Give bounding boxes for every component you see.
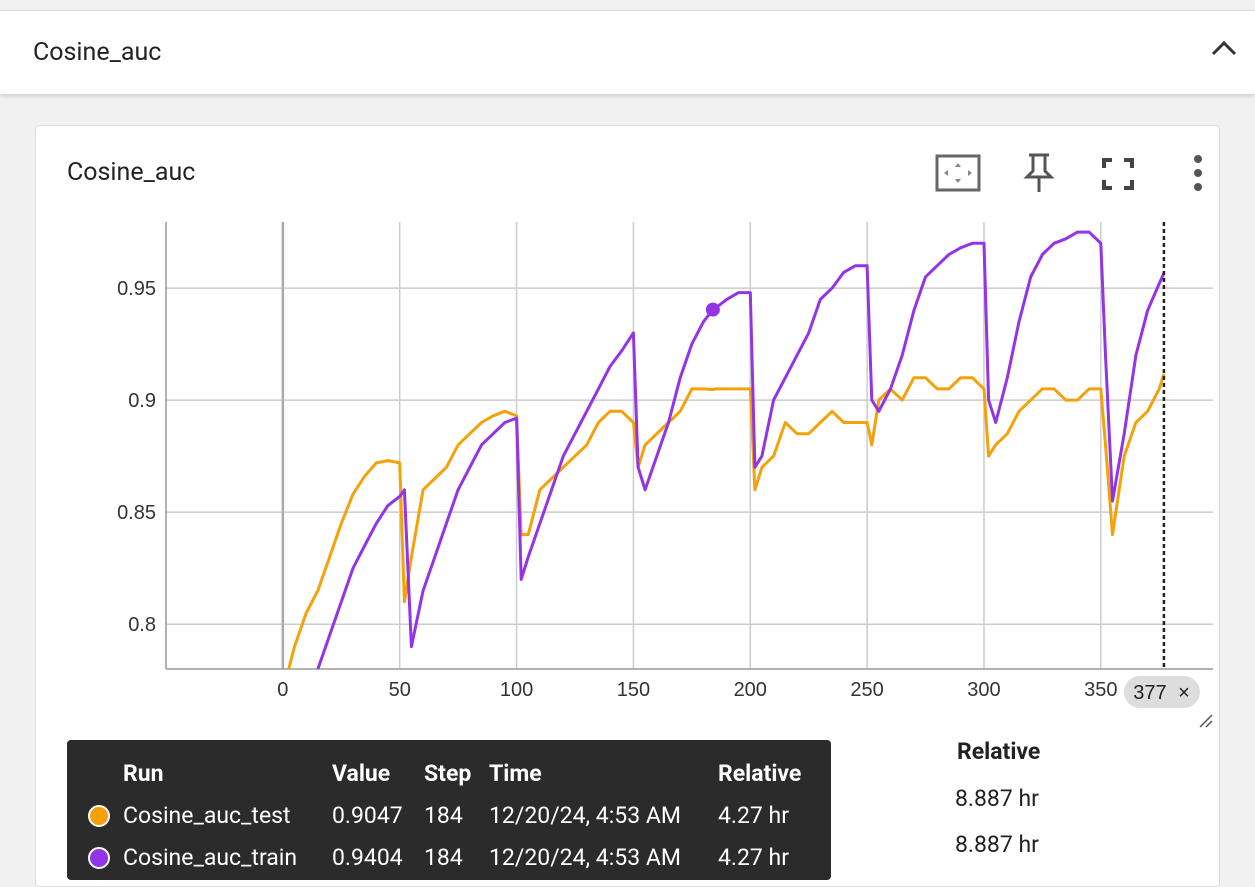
section-header[interactable]: Cosine_auc: [0, 10, 1255, 94]
y-tick-label: 0.9: [128, 390, 156, 412]
chip-close: ×: [1178, 682, 1190, 704]
tooltip-cell: Cosine_auc_test: [123, 802, 291, 829]
pin-icon[interactable]: [1022, 152, 1056, 194]
table-cell: 8.887 hr: [955, 831, 1039, 858]
tooltip-cell: 0.9404: [332, 844, 403, 871]
tooltip-header: Relative: [718, 760, 802, 787]
table-header: Relative: [957, 738, 1041, 765]
tooltip-cell: 12/20/24, 4:53 AM: [489, 844, 681, 871]
tooltip-cell: 4.27 hr: [718, 802, 790, 829]
run-swatch: [88, 847, 110, 869]
tooltip-cell: 4.27 hr: [718, 844, 790, 871]
fullscreen-icon[interactable]: [1102, 158, 1134, 190]
tooltip-header: Value: [332, 760, 391, 787]
tooltip-cell: Cosine_auc_train: [123, 844, 298, 871]
tooltip-header: Step: [424, 760, 472, 787]
series-line: [316, 230, 1166, 669]
fit-icon[interactable]: [935, 154, 981, 192]
run-swatch: [88, 805, 110, 827]
menu-icon[interactable]: [1188, 154, 1208, 192]
section-title: Cosine_auc: [33, 38, 162, 67]
x-tick-label: 150: [617, 679, 650, 701]
tooltip-cell: 184: [424, 844, 463, 871]
x-tick-label: 250: [850, 679, 883, 701]
x-tick-label: 300: [967, 679, 1000, 701]
resize-handle: [1199, 714, 1213, 728]
table-cell: 8.887 hr: [955, 785, 1039, 812]
tooltip-cell: 184: [424, 802, 463, 829]
step-chip-label: 377: [1133, 682, 1166, 704]
y-tick-label: 0.85: [117, 502, 156, 524]
highlight-point: [705, 302, 720, 317]
tooltip-cell: 0.9047: [332, 802, 403, 829]
y-tick-label: 0.8: [128, 614, 156, 636]
tooltip: Run Value Step Time Relative Cosine_auc_test 0…: [67, 740, 831, 880]
x-tick-label: 0: [277, 679, 288, 701]
x-tick-label: 200: [734, 679, 767, 701]
y-tick-label: 0.95: [117, 278, 156, 300]
card-title: Cosine_auc: [67, 158, 196, 187]
tooltip-cell: 12/20/24, 4:53 AM: [489, 802, 681, 829]
x-tick-label: 350: [1084, 679, 1117, 701]
step-chip: [1123, 676, 1200, 708]
collapse-icon[interactable]: [1210, 39, 1238, 59]
tooltip-header: Time: [489, 760, 542, 787]
tooltip-header: Run: [123, 760, 164, 787]
series-line: [287, 373, 1166, 669]
x-tick-label: 100: [500, 679, 533, 701]
x-tick-label: 50: [389, 679, 411, 701]
